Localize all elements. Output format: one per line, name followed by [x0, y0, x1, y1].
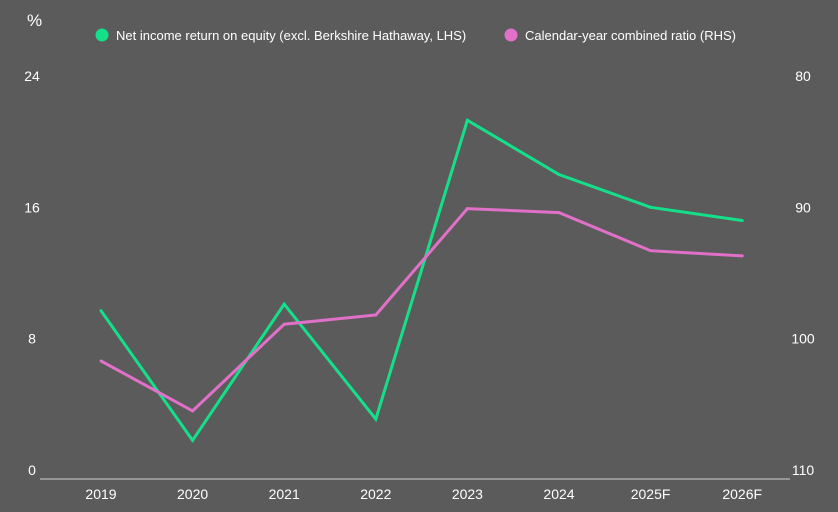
left-axis-tick-label: 8 — [28, 331, 36, 347]
data-point-series-1-2026F — [740, 254, 744, 258]
data-point-series-0-2024 — [557, 173, 561, 176]
data-point-series-1-2022 — [374, 313, 378, 317]
right-axis-tick-label: 110 — [792, 462, 815, 478]
right-axis: 80 90 100 110 — [791, 68, 815, 478]
data-point-series-0-2026F — [740, 218, 744, 222]
x-axis-tick-label: 2023 — [452, 486, 483, 502]
right-axis-tick-label: 80 — [795, 68, 811, 84]
legend: Net income return on equity (excl. Berks… — [95, 28, 736, 43]
series-line-combined-ratio — [100, 207, 743, 413]
x-axis-tick-label: 2025F — [631, 486, 671, 502]
series-line-roe — [99, 118, 743, 444]
data-point-series-1-2024 — [557, 211, 561, 215]
y-axis-unit-label: % — [27, 11, 42, 30]
data-point-series-0-2020 — [191, 438, 195, 442]
data-point-series-1-2020 — [191, 409, 195, 413]
data-point-series-0-2025F — [649, 205, 653, 209]
legend-swatch-roe — [95, 28, 109, 42]
data-point-series-0-2021 — [282, 302, 286, 306]
data-points — [99, 118, 744, 442]
left-axis-tick-label: 16 — [24, 199, 40, 215]
legend-label-combined-ratio: Calendar-year combined ratio (RHS) — [525, 28, 736, 43]
data-point-series-1-2025F — [649, 249, 653, 253]
x-axis-tick-label: 2020 — [177, 486, 208, 502]
x-axis-tick-label: 2026F — [722, 486, 762, 502]
left-axis-tick-label: 0 — [28, 462, 36, 478]
x-axis-tick-label: 2019 — [85, 486, 116, 502]
x-axis-tick-label: 2024 — [543, 486, 574, 502]
data-point-series-0-2023 — [465, 118, 469, 122]
legend-swatch-combined-ratio — [504, 28, 518, 42]
data-point-series-0-2022 — [374, 417, 378, 421]
data-point-series-1-2023 — [465, 207, 469, 211]
left-axis: 0 8 16 24 — [24, 68, 40, 478]
data-point-series-1-2019 — [99, 359, 103, 363]
right-axis-tick-label: 100 — [791, 331, 815, 347]
legend-label-roe: Net income return on equity (excl. Berks… — [116, 28, 466, 43]
x-axis-tick-label: 2022 — [360, 486, 391, 502]
right-axis-tick-label: 90 — [795, 199, 811, 215]
data-point-series-0-2019 — [99, 309, 103, 313]
data-point-series-1-2021 — [282, 322, 286, 326]
x-axis: 2019 2020 2021 2022 2023 2024 2025F 2026F — [85, 486, 762, 502]
left-axis-tick-label: 24 — [24, 68, 40, 84]
x-axis-tick-label: 2021 — [269, 486, 300, 502]
